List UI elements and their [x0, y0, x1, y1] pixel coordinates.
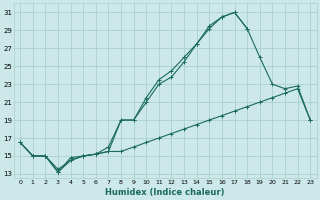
- X-axis label: Humidex (Indice chaleur): Humidex (Indice chaleur): [106, 188, 225, 197]
